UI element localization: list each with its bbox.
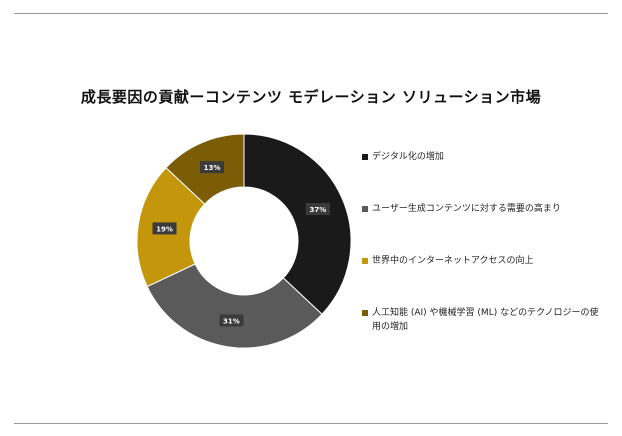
- legend-swatch-1: [362, 154, 368, 160]
- data-label-text-1: 37%: [309, 206, 326, 214]
- data-label-bg-3: [152, 222, 177, 235]
- data-label-text-3: 19%: [156, 225, 173, 233]
- data-label-bg-2: [219, 314, 244, 327]
- chart-title: 成長要因の貢献ーコンテンツ モデレーション ソリューション市場: [80, 88, 542, 106]
- data-label-bg-4: [200, 161, 225, 174]
- legend-label-1: デジタル化の増加: [372, 152, 444, 162]
- top-rule: [14, 13, 608, 14]
- legend-item-4: 人工知能 (AI) や機械学習 (ML) などのテクノロジーの使用の増加: [362, 306, 604, 334]
- bottom-rule: [14, 423, 608, 424]
- legend-label-3: 世界中のインターネットアクセスの向上: [372, 256, 534, 266]
- data-label-bg-1: [305, 203, 330, 216]
- data-label-2: 31%: [219, 314, 244, 327]
- data-label-4: 13%: [200, 161, 225, 174]
- legend-label-2: ユーザー生成コンテンツに対する需要の高まり: [372, 204, 561, 214]
- legend-swatch-2: [362, 206, 368, 212]
- legend-item-2: ユーザー生成コンテンツに対する需要の高まり: [362, 202, 604, 216]
- donut-slice-2: [146, 263, 323, 349]
- legend-item-3: 世界中のインターネットアクセスの向上: [362, 254, 604, 268]
- data-label-text-4: 13%: [204, 164, 221, 172]
- donut-slice-1: [243, 133, 352, 315]
- data-label-1: 37%: [305, 203, 330, 216]
- data-label-3: 19%: [152, 222, 177, 235]
- legend-item-1: デジタル化の増加: [362, 150, 604, 164]
- legend-label-4: 人工知能 (AI) や機械学習 (ML) などのテクノロジーの使用の増加: [372, 308, 599, 332]
- legend-swatch-4: [362, 310, 368, 316]
- legend-swatch-3: [362, 258, 368, 264]
- data-label-text-2: 31%: [223, 318, 240, 326]
